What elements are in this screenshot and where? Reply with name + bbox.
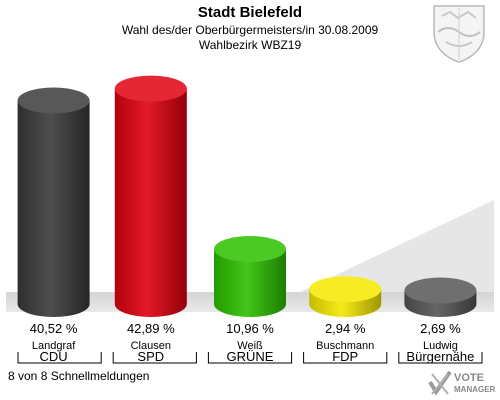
party-label: CDU <box>40 349 68 364</box>
value-label: 10,96 % <box>226 321 274 336</box>
party-label: SPD <box>137 349 164 364</box>
bar-body <box>214 248 286 317</box>
brand-line1: VOTE <box>454 372 484 384</box>
value-label: 40,52 % <box>30 321 78 336</box>
vote-check-icon: VOTE MANAGER <box>428 370 496 396</box>
election-subtitle: Wahl des/der Oberbürgermeisters/in 30.08… <box>121 23 379 37</box>
candidate-label: Ludwig <box>423 340 458 352</box>
bar-top <box>404 277 477 304</box>
party-label: FDP <box>332 349 358 364</box>
chart-title: Stadt Bielefeld <box>197 4 303 21</box>
bar-3 <box>214 235 286 317</box>
party-label: GRÜNE <box>227 349 274 364</box>
bar-top <box>17 87 90 114</box>
bar-top <box>309 276 382 303</box>
bar-4 <box>309 276 382 318</box>
bar-1 <box>17 87 90 318</box>
category-bracket <box>17 352 102 364</box>
candidate-label: Clausen <box>131 340 171 352</box>
candidate-label: Weiß <box>237 340 263 352</box>
bar-2 <box>114 75 187 318</box>
category-bracket <box>207 352 293 364</box>
report-status: 8 von 8 Schnellmeldungen <box>8 369 150 383</box>
district-label: Wahlbezirk WBZ19 <box>198 38 302 52</box>
category-bracket <box>398 352 483 364</box>
candidate-label: Buschmann <box>316 340 374 352</box>
value-label: 42,89 % <box>127 321 175 336</box>
category-bracket <box>112 352 197 364</box>
bar-body <box>17 100 90 318</box>
bar-body <box>114 88 187 318</box>
bar-5 <box>404 277 477 318</box>
category-bracket <box>303 352 388 364</box>
candidate-label: Landgraf <box>32 340 76 352</box>
brand-line2: MANAGER <box>454 385 496 394</box>
chart-backdrop <box>6 200 494 292</box>
party-label: Bürgernähe <box>406 349 474 364</box>
coat-of-arms-icon <box>433 5 485 63</box>
bar-top <box>214 235 286 262</box>
value-label: 2,94 % <box>325 321 366 336</box>
value-label: 2,69 % <box>420 321 461 336</box>
bar-top <box>114 75 187 102</box>
